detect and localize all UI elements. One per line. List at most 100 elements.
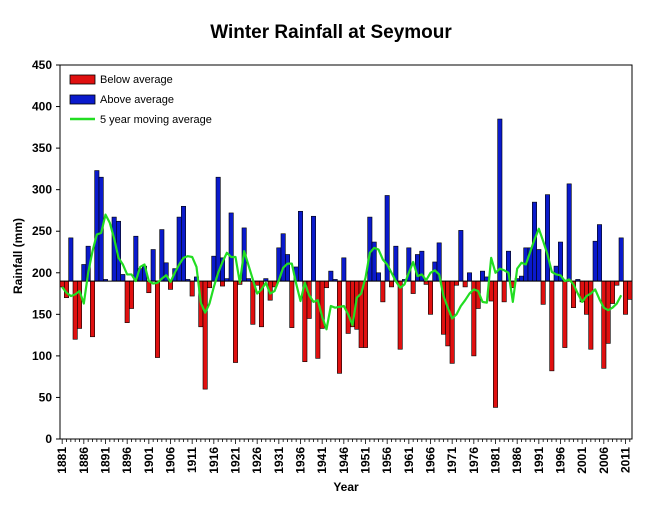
legend-swatch-below [69,74,96,85]
bar-1957 [389,280,394,288]
bar-2010 [618,237,624,282]
legend-label-above: Above average [100,94,174,106]
bar-1974 [462,280,468,288]
bar-2005 [597,224,602,282]
bar-1981 [493,280,498,408]
x-tick-label-1951: 1951 [359,447,373,474]
chart-title: Winter Rainfall at Seymour [210,22,452,43]
bar-1889 [94,170,100,282]
bar-1914 [202,280,208,390]
x-tick-label-1926: 1926 [250,447,264,474]
bar-2007 [605,280,611,344]
x-tick-label-1896: 1896 [120,447,134,474]
bar-1994 [549,280,555,372]
bar-1920 [228,212,234,282]
bar-1997 [562,280,568,348]
bar-1946 [341,257,347,282]
bar-1911 [189,280,195,297]
x-tick-label-1976: 1976 [467,447,481,474]
bar-1921 [233,280,238,363]
x-tick-label-1881: 1881 [55,447,69,474]
bar-1908 [176,216,182,282]
bar-1938 [306,280,312,319]
legend-label-moving-average: 5 year moving average [100,114,212,126]
bar-2004 [592,240,598,282]
x-tick-label-2001: 2001 [575,447,589,474]
bar-1954 [376,272,381,282]
bar-1936 [298,210,303,282]
bar-1881 [59,280,65,288]
bar-1971 [449,280,455,364]
bar-1896 [124,280,130,323]
y-tick-label-0: 0 [45,432,52,446]
bar-1975 [467,272,472,282]
bar-1992 [540,280,546,305]
legend-label-below: Below average [100,74,173,86]
bar-1917 [215,176,221,282]
x-tick-label-2006: 2006 [597,447,611,474]
x-tick-label-1981: 1981 [489,447,503,474]
y-tick-label-50: 50 [39,390,53,404]
x-tick-label-1961: 1961 [402,447,416,474]
x-tick-label-1886: 1886 [77,447,91,474]
bar-1939 [311,215,316,282]
bar-1884 [72,280,78,340]
y-tick-label-350: 350 [32,141,52,155]
bar-2012 [627,280,633,300]
x-tick-label-1971: 1971 [445,447,459,474]
bar-1998 [566,183,572,282]
x-tick-label-1991: 1991 [532,447,546,474]
bar-1982 [497,118,503,282]
bar-1903 [155,280,160,358]
x-tick-label-1911: 1911 [185,447,199,473]
bar-1959 [397,280,403,350]
y-tick-label-300: 300 [32,183,52,197]
plot-area: 0 50 100 150 200 250 300 350 400 450 1881 1886 1891 1… [32,58,633,474]
y-tick-label-150: 150 [32,307,52,321]
bar-1947 [345,280,351,334]
bar-2009 [614,280,620,286]
bar-1888 [90,280,95,338]
x-tick-label-1906: 1906 [164,447,178,474]
plot-frame [59,64,633,440]
bar-1991 [536,249,542,282]
x-tick-label-1916: 1916 [207,447,221,474]
bar-1934 [289,280,295,328]
bar-1993 [545,194,550,282]
bar-1883 [68,237,74,282]
legend: Below average Above average 5 year movin… [69,74,212,126]
x-tick-label-1986: 1986 [510,447,524,474]
bar-1933 [285,254,290,282]
bar-1902 [150,249,156,282]
bar-1978 [480,270,485,282]
bar-1945 [337,280,342,374]
y-tick-label-450: 450 [32,58,52,72]
x-tick-label-1936: 1936 [294,447,308,474]
x-tick-label-2011: 2011 [619,447,633,473]
bar-1915 [207,280,212,289]
x-tick-label-1996: 1996 [554,447,568,474]
bar-1987 [519,275,524,282]
x-tick-label-1931: 1931 [272,447,286,474]
bar-1951 [363,280,368,348]
bar-1918 [220,280,225,287]
x-tick-label-1891: 1891 [99,447,113,474]
bar-1926 [254,280,260,286]
x-tick-label-1966: 1966 [424,447,438,474]
x-tick-label-1956: 1956 [380,447,394,474]
bar-1916 [211,255,217,282]
bar-1885 [77,280,82,329]
bar-1940 [315,280,321,359]
bar-2006 [601,280,607,369]
y-axis-title: Rainfall (mm) [11,218,25,294]
bar-1909 [181,205,186,282]
bar-1897 [129,280,134,309]
bar-1886 [81,264,87,282]
x-tick-label-1901: 1901 [142,447,156,474]
y-tick-label-200: 200 [32,266,52,280]
moving-average-line [61,213,623,331]
bar-1972 [454,280,459,286]
legend-swatch-above [69,94,96,105]
